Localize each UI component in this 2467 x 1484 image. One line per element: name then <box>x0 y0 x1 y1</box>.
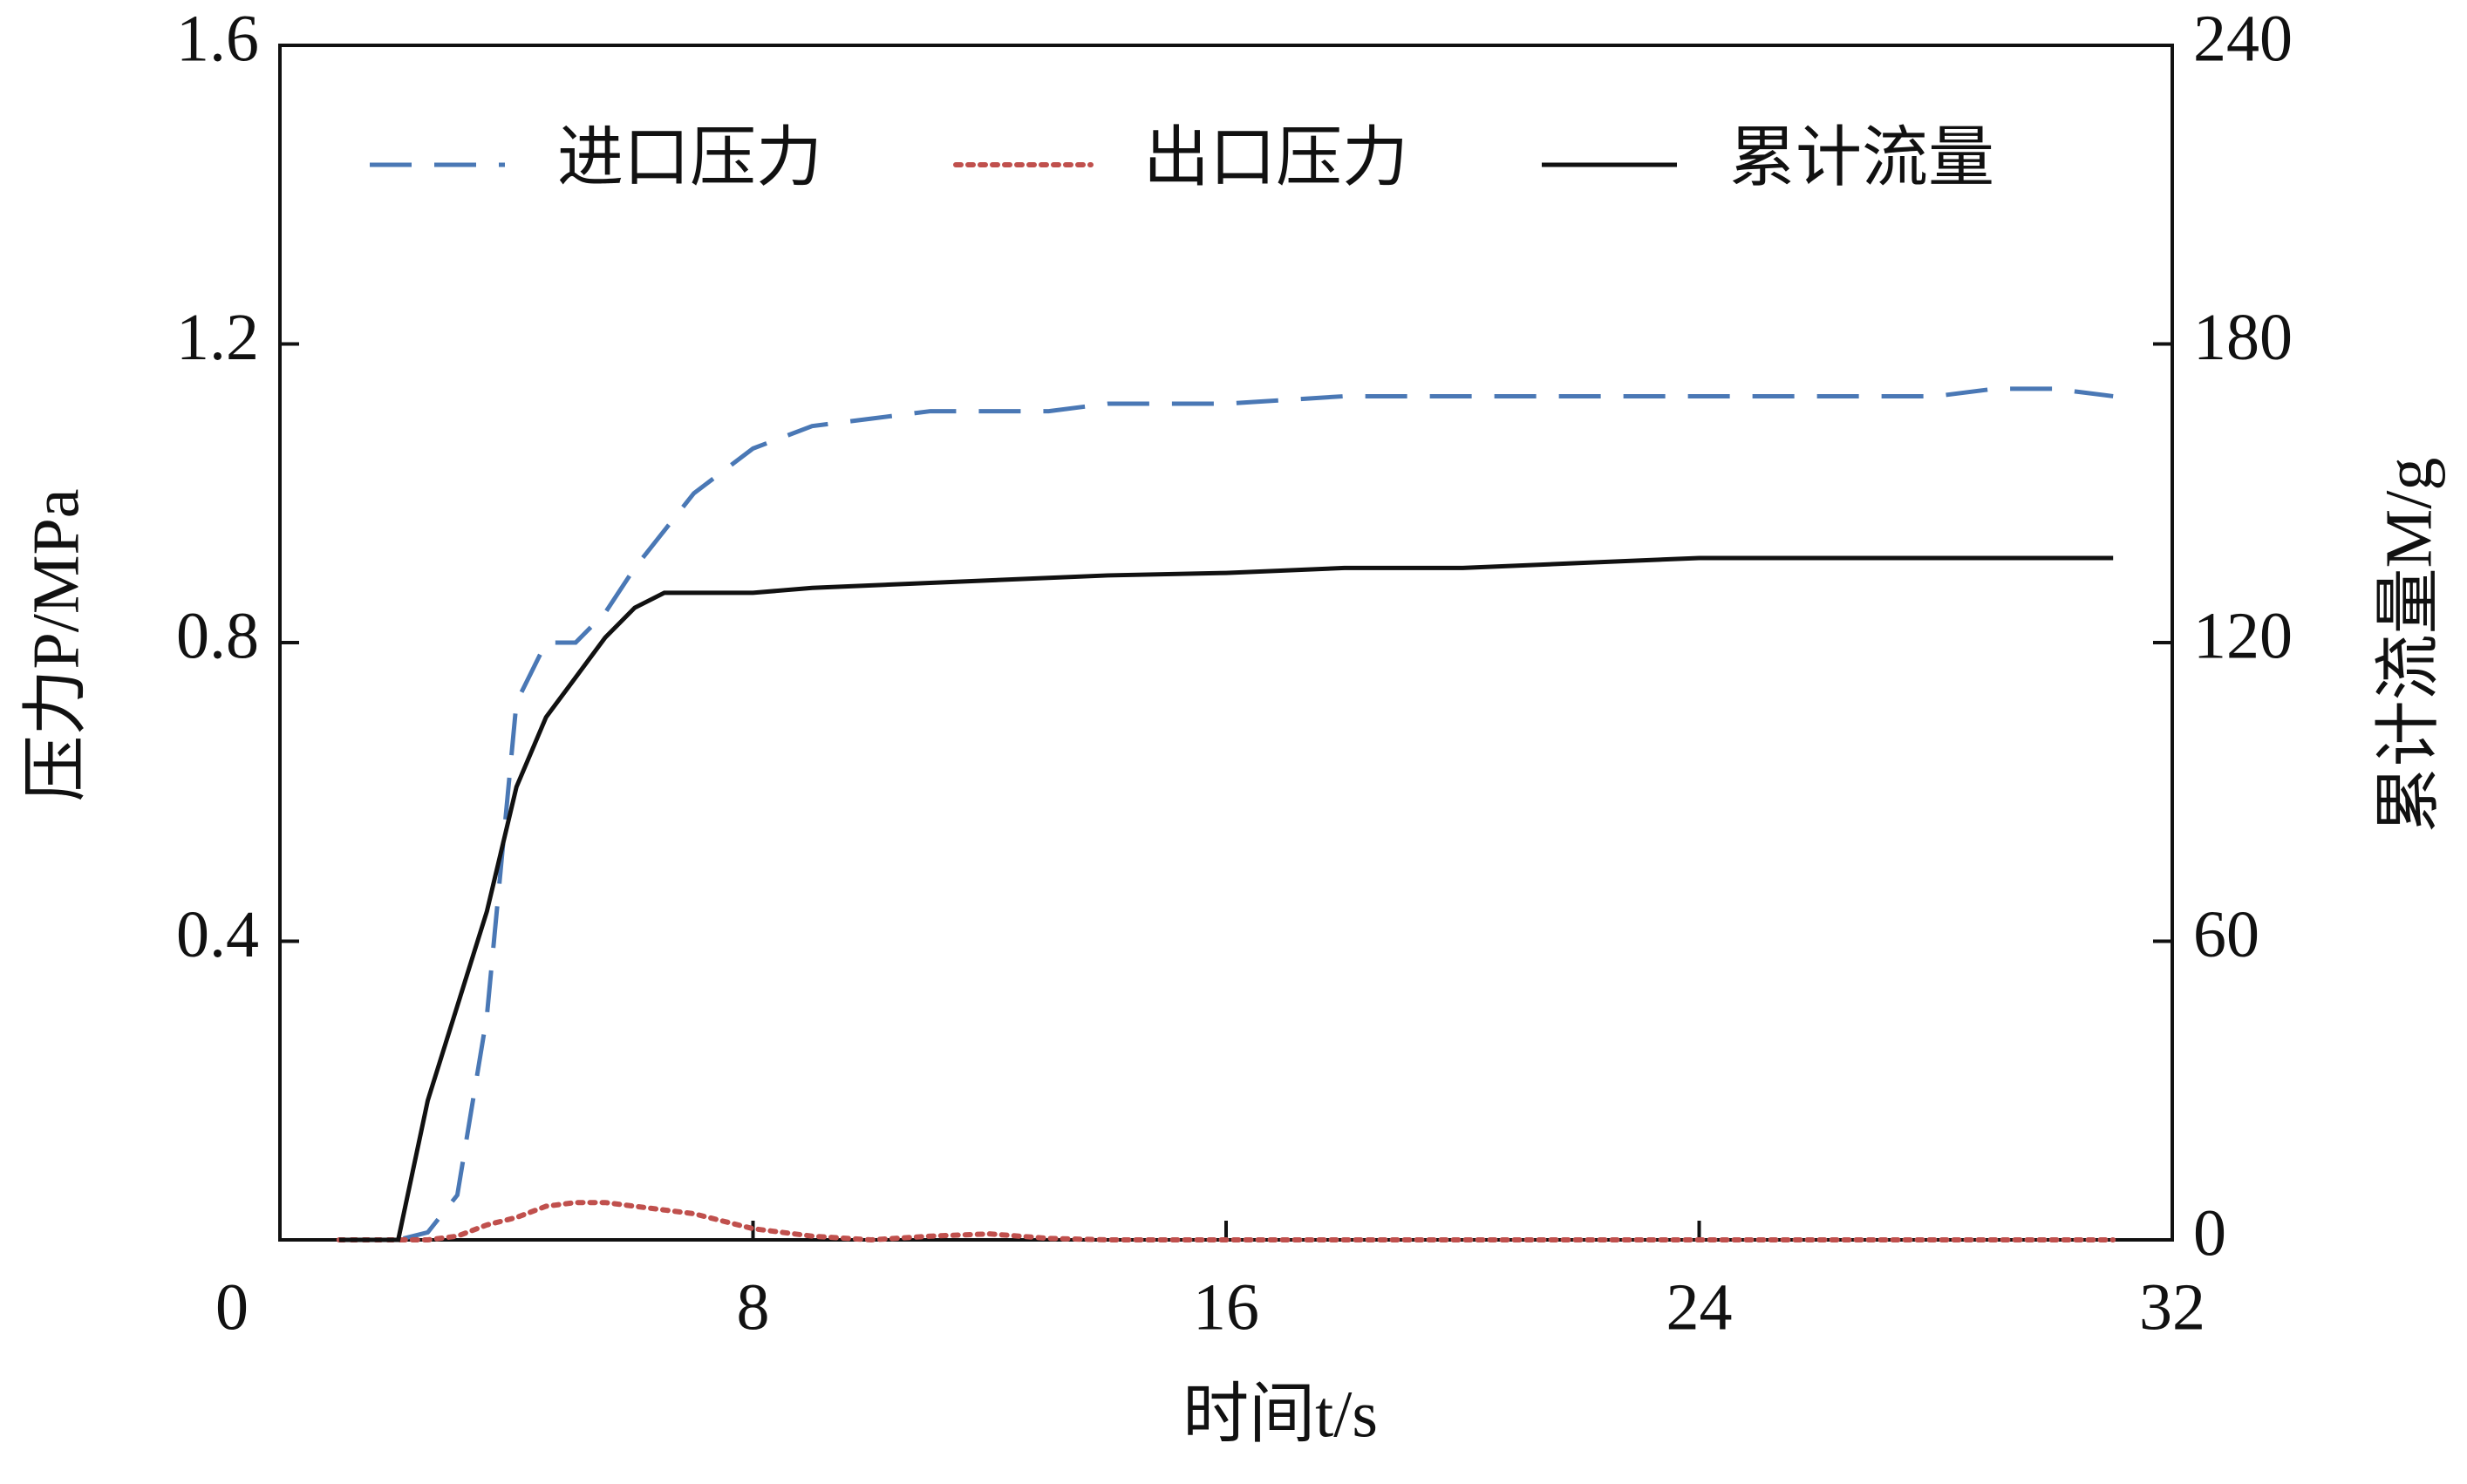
x-tick-label: 8 <box>737 1270 770 1344</box>
y2-tick-label: 60 <box>2193 898 2259 971</box>
x-tick-label: 32 <box>2139 1270 2205 1344</box>
y-tick-label: 1.6 <box>176 2 259 75</box>
y2-axis-label: 累计流量M/g <box>2372 458 2445 834</box>
y-tick-label: 0.8 <box>176 599 259 672</box>
y-axis-label: 压力P/MPa <box>19 489 92 802</box>
x-tick-label: 24 <box>1666 1270 1733 1344</box>
legend-label: 累计流量 <box>1729 121 1994 194</box>
x-tick-label: 16 <box>1193 1270 1259 1344</box>
y-tick-label: 1.2 <box>176 301 259 374</box>
y2-tick-label: 0 <box>2193 1196 2226 1270</box>
y-tick-label: 0.4 <box>176 898 259 971</box>
legend-label: 出口压力 <box>1143 121 1408 194</box>
legend-label: 进口压力 <box>557 121 822 194</box>
y2-tick-label: 120 <box>2193 599 2293 672</box>
data-line <box>336 1200 2116 1243</box>
x-axis-label: 时间t/s <box>1182 1378 1378 1451</box>
y2-tick-label: 180 <box>2193 301 2293 374</box>
y2-tick-label: 240 <box>2193 2 2293 75</box>
data-line <box>338 386 2114 1242</box>
data-line <box>338 555 2114 1242</box>
x-tick-label: 0 <box>215 1270 249 1344</box>
